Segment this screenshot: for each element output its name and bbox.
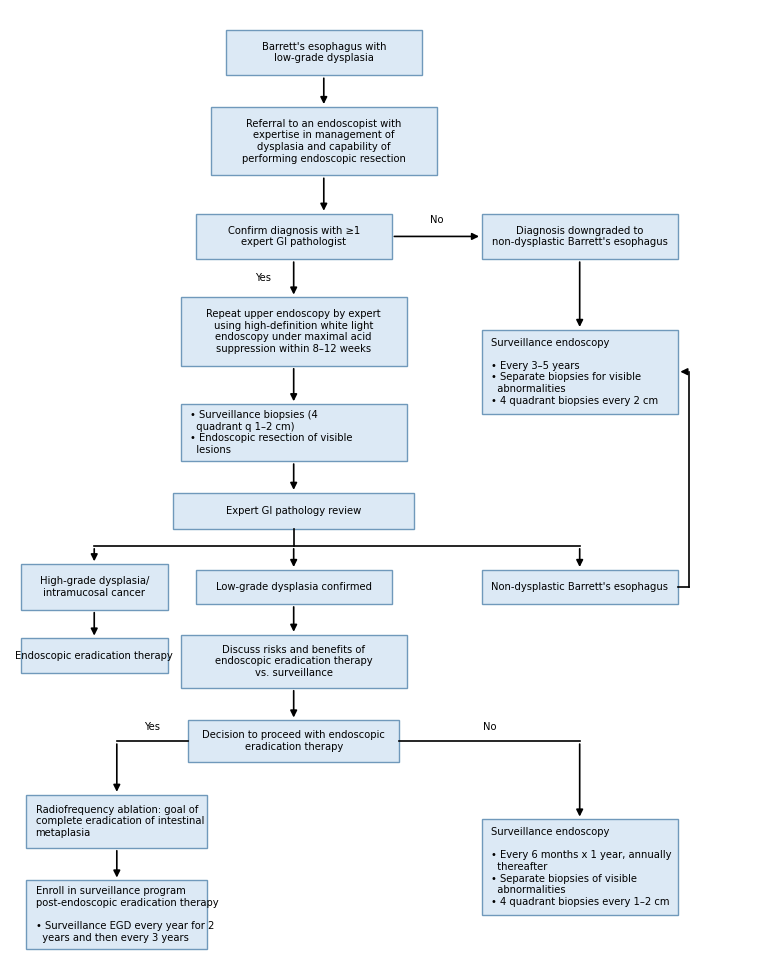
Text: Expert GI pathology review: Expert GI pathology review (226, 505, 361, 516)
Text: Endoscopic eradication therapy: Endoscopic eradication therapy (15, 650, 173, 661)
FancyBboxPatch shape (180, 635, 406, 688)
FancyBboxPatch shape (21, 639, 167, 673)
Text: Decision to proceed with endoscopic
eradication therapy: Decision to proceed with endoscopic erad… (202, 731, 385, 752)
Text: Surveillance endoscopy

• Every 3–5 years
• Separate biopsies for visible
  abno: Surveillance endoscopy • Every 3–5 years… (491, 337, 658, 405)
Text: Barrett's esophagus with
low-grade dysplasia: Barrett's esophagus with low-grade dyspl… (262, 42, 386, 63)
Text: • Surveillance biopsies (4
  quadrant q 1–2 cm)
• Endoscopic resection of visibl: • Surveillance biopsies (4 quadrant q 1–… (190, 410, 353, 455)
FancyBboxPatch shape (482, 819, 677, 915)
FancyBboxPatch shape (482, 570, 677, 605)
Text: Surveillance endoscopy

• Every 6 months x 1 year, annually
  thereafter
• Separ: Surveillance endoscopy • Every 6 months … (491, 827, 671, 907)
Text: Low-grade dysplasia confirmed: Low-grade dysplasia confirmed (216, 582, 372, 592)
FancyBboxPatch shape (180, 404, 406, 462)
FancyBboxPatch shape (26, 881, 207, 949)
FancyBboxPatch shape (196, 214, 392, 260)
FancyBboxPatch shape (174, 493, 414, 529)
Text: Repeat upper endoscopy by expert
using high-definition white light
endoscopy und: Repeat upper endoscopy by expert using h… (207, 309, 381, 354)
Text: Confirm diagnosis with ≥1
expert GI pathologist: Confirm diagnosis with ≥1 expert GI path… (227, 226, 360, 247)
Text: Discuss risks and benefits of
endoscopic eradication therapy
vs. surveillance: Discuss risks and benefits of endoscopic… (215, 644, 372, 677)
FancyBboxPatch shape (196, 570, 392, 605)
Text: Non-dysplastic Barrett's esophagus: Non-dysplastic Barrett's esophagus (492, 582, 668, 592)
FancyBboxPatch shape (482, 214, 677, 260)
Text: Enroll in surveillance program
post-endoscopic eradication therapy

• Surveillan: Enroll in surveillance program post-endo… (35, 886, 218, 943)
Text: No: No (482, 722, 496, 732)
FancyBboxPatch shape (226, 30, 422, 76)
Text: Radiofrequency ablation: goal of
complete eradication of intestinal
metaplasia: Radiofrequency ablation: goal of complet… (35, 805, 204, 838)
FancyBboxPatch shape (21, 564, 167, 609)
FancyBboxPatch shape (180, 297, 406, 366)
FancyBboxPatch shape (482, 330, 677, 414)
FancyBboxPatch shape (211, 107, 437, 176)
Text: High-grade dysplasia/
intramucosal cancer: High-grade dysplasia/ intramucosal cance… (39, 576, 149, 598)
FancyBboxPatch shape (188, 720, 399, 762)
Text: Diagnosis downgraded to
non-dysplastic Barrett's esophagus: Diagnosis downgraded to non-dysplastic B… (492, 226, 667, 247)
FancyBboxPatch shape (26, 795, 207, 848)
Text: Yes: Yes (144, 722, 161, 732)
Text: Referral to an endoscopist with
expertise in management of
dysplasia and capabil: Referral to an endoscopist with expertis… (242, 119, 406, 163)
Text: No: No (430, 215, 443, 225)
Text: Yes: Yes (256, 273, 272, 284)
